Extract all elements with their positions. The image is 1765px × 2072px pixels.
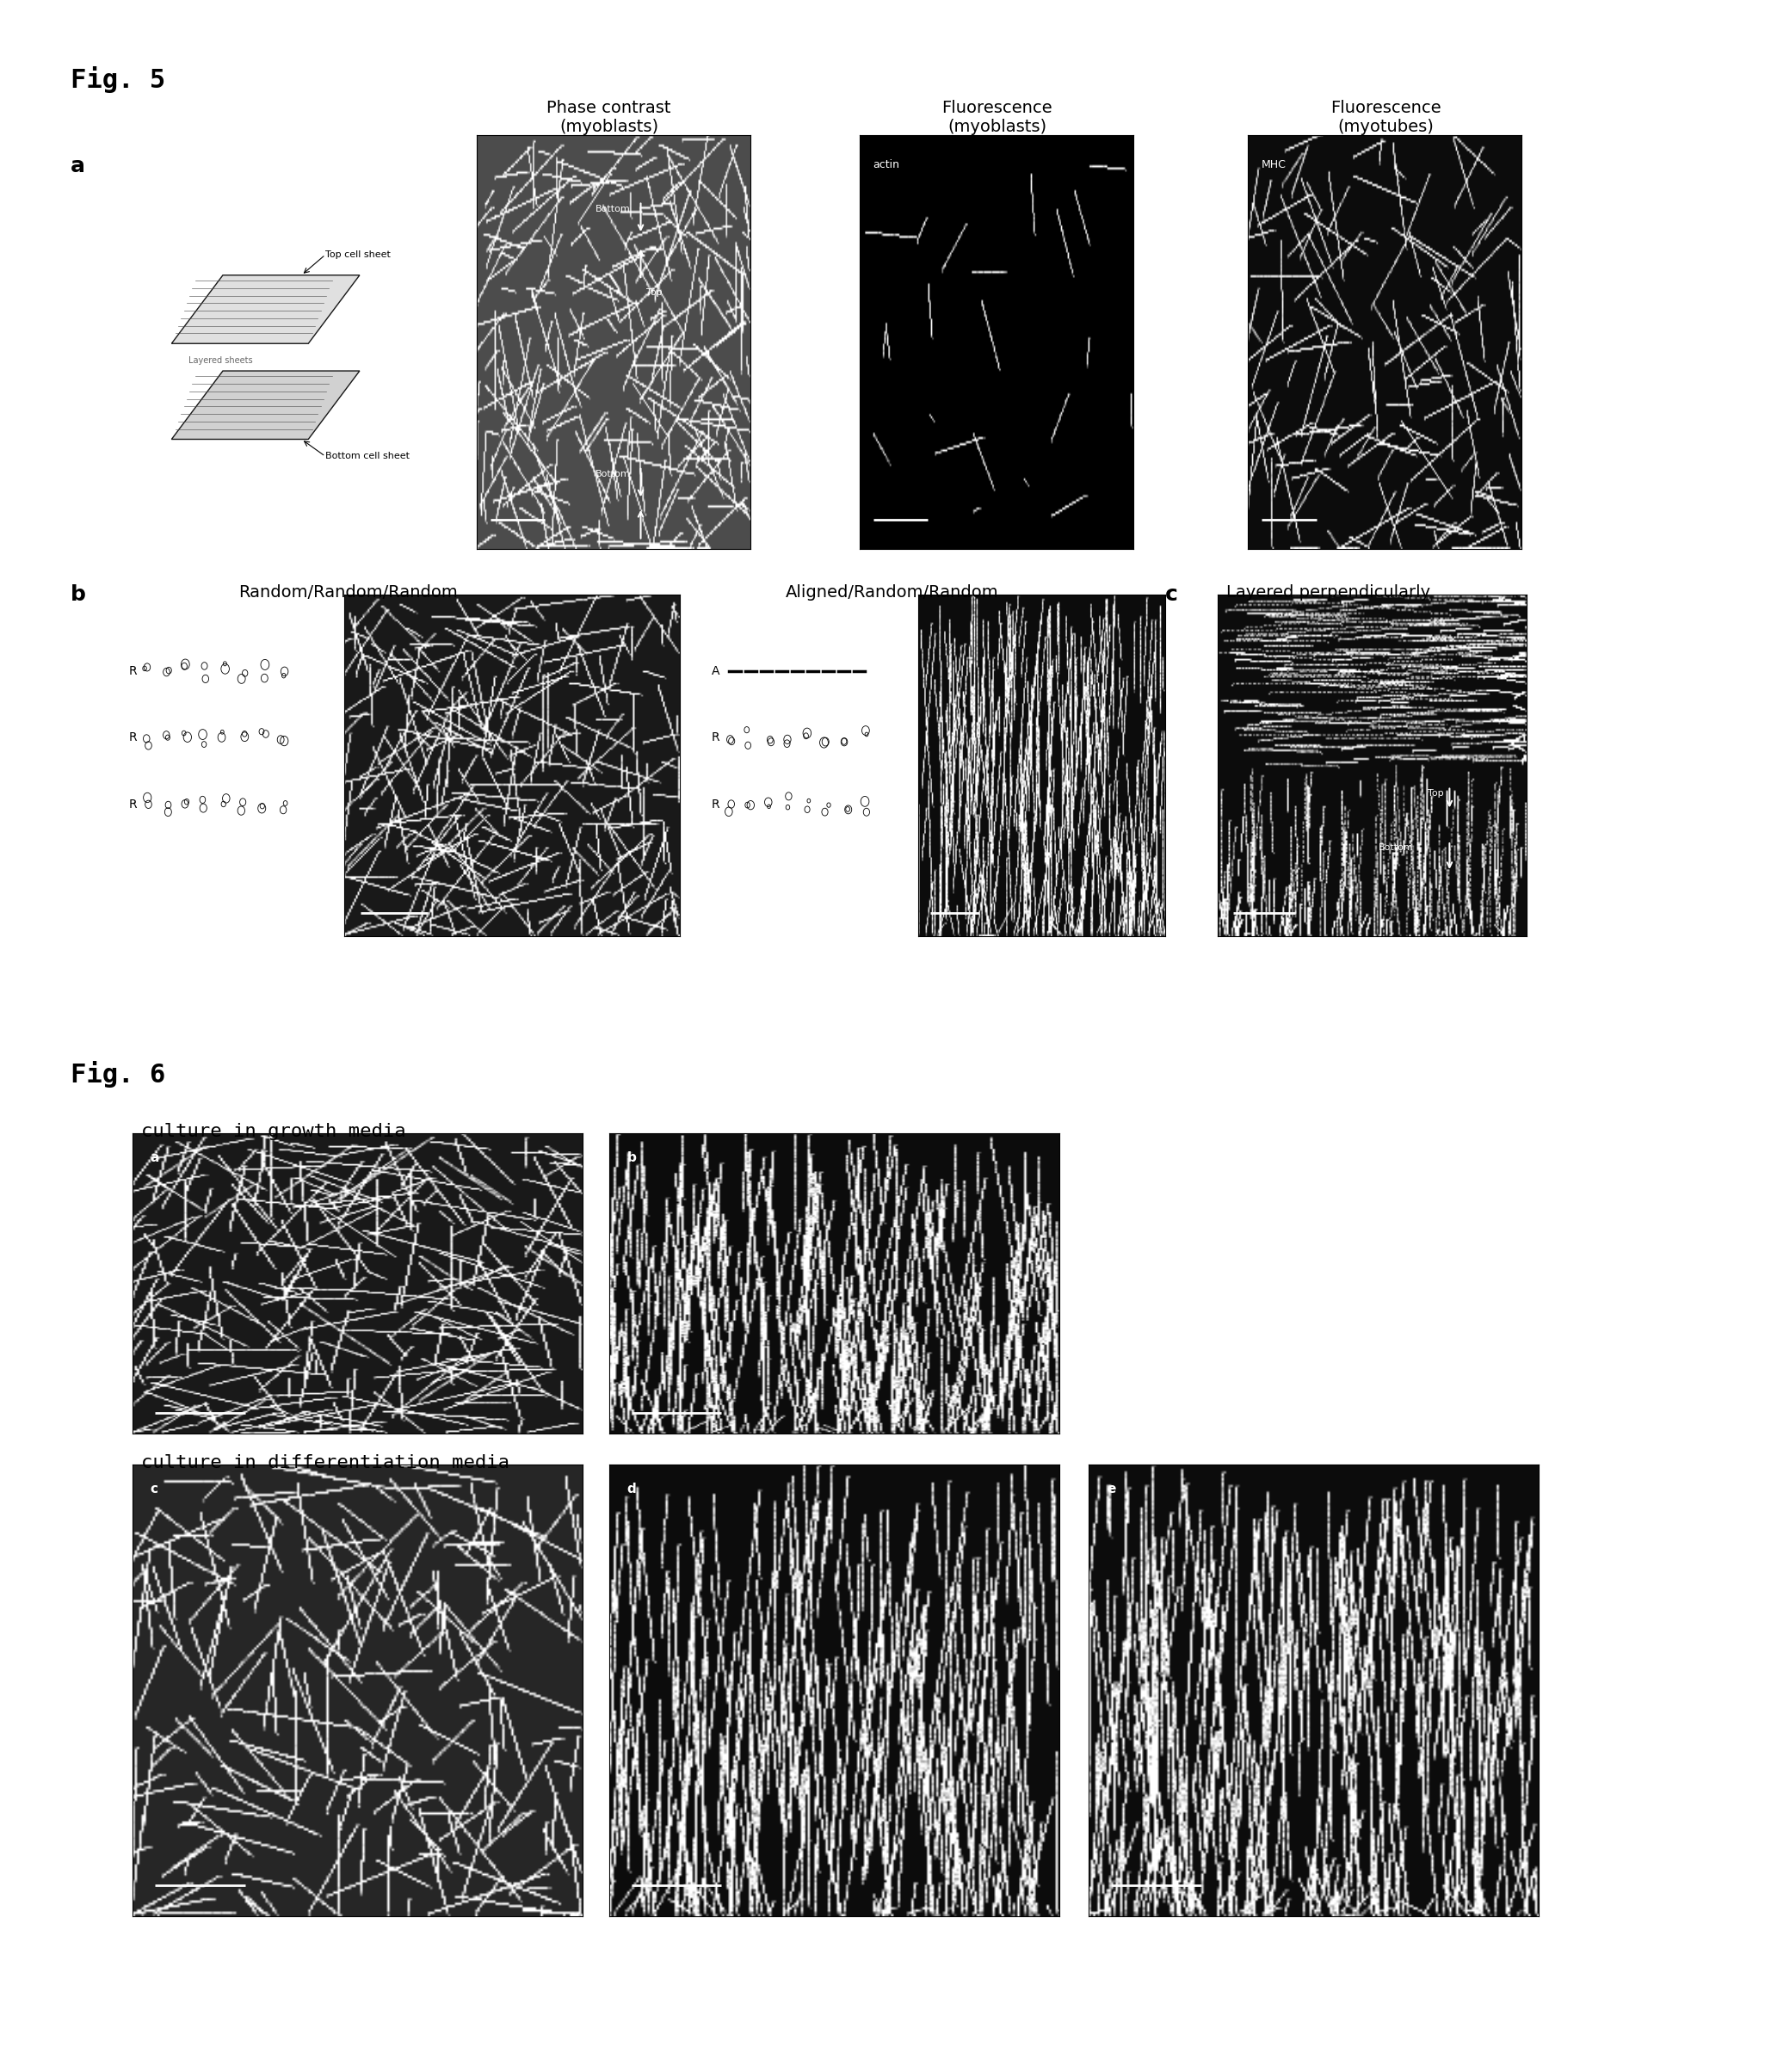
Text: R: R <box>129 665 138 678</box>
Text: R: R <box>129 798 138 810</box>
Text: culture in growth media: culture in growth media <box>141 1123 406 1140</box>
Text: e: e <box>1107 1484 1115 1496</box>
Text: Bottom cell sheet: Bottom cell sheet <box>325 452 409 460</box>
Text: d: d <box>627 1484 635 1496</box>
Text: actin: actin <box>874 160 900 170</box>
Polygon shape <box>171 371 360 439</box>
Text: Top cell sheet: Top cell sheet <box>325 251 390 259</box>
Text: c: c <box>1165 584 1177 605</box>
Text: Fig. 6: Fig. 6 <box>71 1061 166 1088</box>
Text: A: A <box>711 665 720 678</box>
Text: R: R <box>129 731 138 744</box>
Text: Top: Top <box>1428 789 1444 798</box>
Text: a: a <box>150 1152 159 1164</box>
Text: Bottom: Bottom <box>597 205 630 213</box>
Text: R: R <box>711 731 720 744</box>
Text: Fluorescence
(myotubes): Fluorescence (myotubes) <box>1331 99 1440 135</box>
Text: b: b <box>71 584 86 605</box>
Text: Aligned/Random/Random: Aligned/Random/Random <box>785 584 999 601</box>
Text: Random/Random/Random: Random/Random/Random <box>238 584 457 601</box>
Text: R: R <box>711 798 720 810</box>
Polygon shape <box>171 276 360 344</box>
Text: Bottom: Bottom <box>597 470 630 479</box>
Text: Fig. 5: Fig. 5 <box>71 66 166 93</box>
Text: c: c <box>150 1484 159 1496</box>
Text: Bottom: Bottom <box>1378 843 1414 852</box>
Text: MHC: MHC <box>1262 160 1287 170</box>
Text: Layered sheets: Layered sheets <box>189 356 252 365</box>
Text: Fluorescence
(myoblasts): Fluorescence (myoblasts) <box>943 99 1052 135</box>
Text: Phase contrast
(myoblasts): Phase contrast (myoblasts) <box>547 99 671 135</box>
Text: b: b <box>627 1152 637 1164</box>
Text: a: a <box>71 155 85 176</box>
Text: Layered perpendicularly: Layered perpendicularly <box>1227 584 1431 601</box>
Text: culture in differentiation media: culture in differentiation media <box>141 1455 510 1471</box>
Text: Top: Top <box>646 288 662 296</box>
